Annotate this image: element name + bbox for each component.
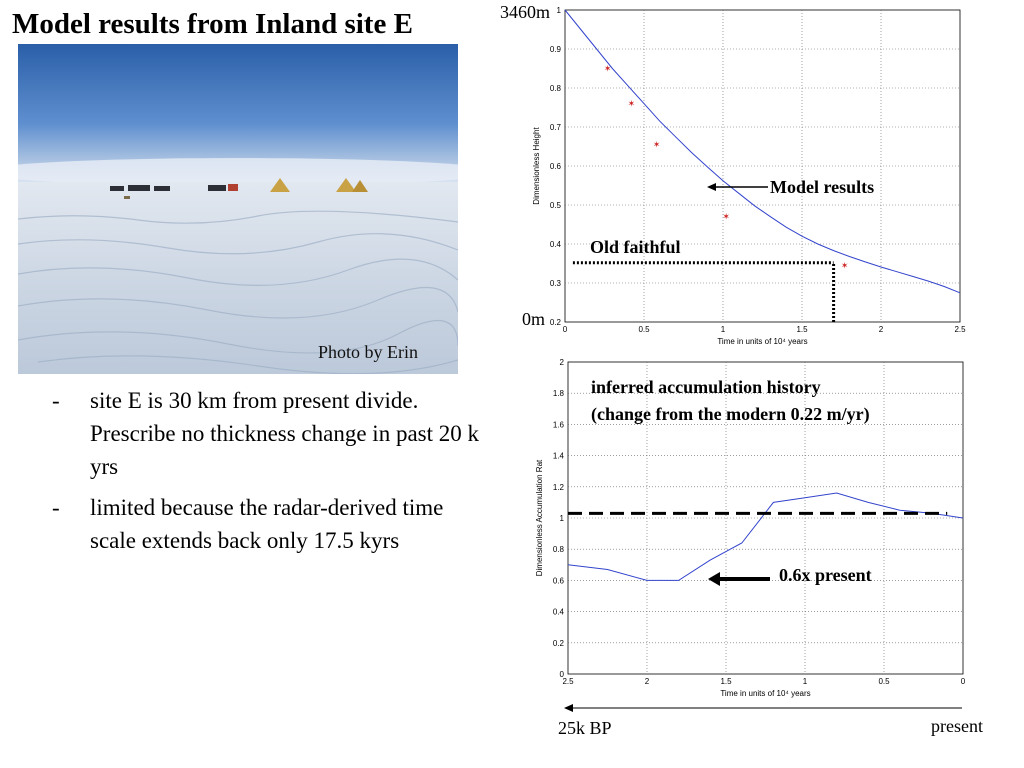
model-arrow-head [707, 183, 716, 191]
accumulation-title-line1: inferred accumulation history [591, 377, 821, 397]
y-tick-label: 0.4 [553, 608, 565, 617]
series-line [567, 492, 964, 581]
x-axis-label: Time in units of 10⁴ years [720, 689, 810, 698]
y-tick-label: 1.8 [553, 389, 565, 398]
accumulation-title-line2: (change from the modern 0.22 m/yr) [591, 404, 870, 425]
data-point: ✶ [604, 65, 612, 75]
x-tick-label: 2.5 [562, 677, 574, 686]
x-tick-label: 0 [961, 677, 966, 686]
timeline-left-label: 25k BP [558, 718, 612, 738]
y-tick-label: 0 [560, 670, 565, 679]
y-tick-label: 0.8 [550, 84, 562, 93]
y-tick-label: 0.6 [550, 162, 562, 171]
present-ratio-label: 0.6x present [779, 565, 872, 585]
height-chart: 0 0.5 1 1.5 2 2.5 0.2 0.3 0.4 0.5 0.6 0.7 0.8 0.9 1 Tim… [500, 2, 966, 346]
timeline-arrow-head [564, 704, 573, 712]
bullet-dash: - [52, 388, 60, 413]
x-tick-label: 2 [645, 677, 650, 686]
data-point: ✶ [841, 261, 849, 271]
bullet-item: - limited because the radar-derived time… [52, 491, 492, 557]
y-tick-label: 0.7 [550, 123, 562, 132]
x-tick-label: 0.5 [878, 677, 890, 686]
x-tick-label: 0.5 [638, 325, 650, 334]
y-tick-label: 0.2 [553, 639, 565, 648]
bottom-height-label: 0m [522, 309, 545, 329]
slide-title: Model results from Inland site E [12, 8, 413, 40]
x-tick-label: 2 [879, 325, 884, 334]
series-line [564, 9, 961, 294]
y-tick-label: 1.2 [553, 483, 565, 492]
timeline-right-label: present [931, 716, 983, 736]
x-tick-label: 0 [563, 325, 568, 334]
bullet-dash: - [52, 495, 60, 520]
y-tick-label: 0.4 [550, 240, 562, 249]
y-tick-label: 2 [560, 358, 565, 367]
antarctic-camp-photo [18, 44, 458, 374]
y-tick-label: 0.5 [550, 201, 562, 210]
x-tick-label: 1 [721, 325, 726, 334]
bullet-item: - site E is 30 km from present divide. P… [52, 384, 492, 483]
x-axis-label: Time in units of 10⁴ years [717, 337, 807, 346]
y-tick-label: 0.3 [550, 279, 562, 288]
accumulation-chart: 2.5 2 1.5 1 0.5 0 0 0.2 0.4 0.6 0.8 1 1.2 1.4 1.6 1.8 2 T… [535, 358, 983, 738]
y-tick-label: 0.9 [550, 45, 562, 54]
y-tick-label: 1.4 [553, 452, 565, 461]
x-tick-label: 1.5 [796, 325, 808, 334]
top-height-label: 3460m [500, 2, 550, 22]
bullet-text: site E is 30 km from present divide. Pre… [90, 388, 479, 479]
plot-frame [564, 9, 961, 323]
y-tick-label: 1 [557, 6, 562, 15]
data-point: ✶ [722, 213, 730, 223]
x-tick-label: 1 [803, 677, 808, 686]
bullet-list: - site E is 30 km from present divide. P… [52, 384, 492, 565]
y-axis-label: Dimensionless Accumulation Rat [535, 459, 544, 576]
y-tick-label: 1.6 [553, 420, 565, 429]
data-point: ✶ [653, 141, 661, 151]
old-faithful-label: Old faithful [590, 237, 681, 257]
ratio-arrow-head [708, 572, 720, 586]
plot-frame [567, 361, 964, 675]
bullet-text: limited because the radar-derived time s… [90, 495, 444, 553]
y-tick-label: 0.6 [553, 576, 565, 585]
photo-caption: Photo by Erin [318, 342, 419, 362]
x-tick-label: 1.5 [720, 677, 732, 686]
model-results-label: Model results [770, 177, 874, 197]
data-point: ✶ [628, 100, 636, 110]
y-tick-label: 0.8 [553, 545, 565, 554]
y-axis-label: Dimensionless Height [532, 127, 541, 205]
y-tick-label: 0.2 [550, 318, 562, 327]
x-tick-label: 2.5 [954, 325, 966, 334]
y-tick-label: 1 [560, 514, 565, 523]
photo-image [18, 44, 458, 374]
